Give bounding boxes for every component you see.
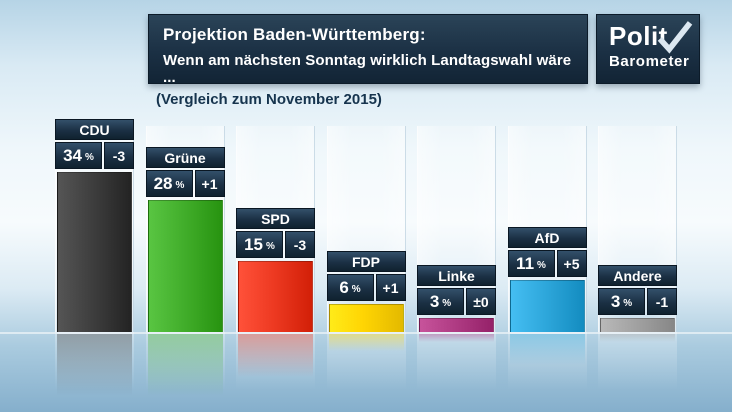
value-row: 3% -1 — [598, 288, 677, 315]
glass-column — [326, 126, 406, 332]
bar-label-stack: FDP 6% +1 — [326, 251, 406, 301]
bar-label-stack: CDU 34% -3 — [55, 119, 134, 169]
bar-reflection — [147, 334, 223, 396]
glass-column-reflection — [598, 332, 677, 390]
bar-reflection — [419, 334, 494, 342]
glass-column-reflection — [55, 332, 134, 390]
bar-group-grne: Grüne 28% +1 — [145, 120, 225, 396]
bar-reflection — [57, 334, 132, 396]
value-label: 6% — [326, 274, 374, 301]
value-label: 3% — [598, 288, 645, 315]
change-label: -3 — [104, 142, 134, 169]
party-name-label: CDU — [55, 119, 134, 140]
party-name-label: SPD — [236, 208, 315, 229]
value-label: 15% — [236, 231, 283, 258]
bar-reflection — [238, 334, 313, 377]
bar-group-cdu: CDU 34% -3 — [55, 119, 134, 396]
change-label: +1 — [194, 170, 225, 197]
bar-group-linke: Linke 3% ±0 — [417, 120, 496, 390]
bar-group-andere: Andere 3% -1 — [598, 120, 677, 390]
bar-reflection — [600, 334, 675, 342]
party-name-label: Andere — [598, 265, 677, 286]
value-row: 6% +1 — [326, 274, 406, 301]
glass-column-reflection — [326, 332, 406, 390]
politbarometer-logo: Polit Barometer — [596, 14, 700, 84]
bar — [238, 261, 313, 332]
bar-label-stack: SPD 15% -3 — [236, 208, 315, 258]
bar — [328, 304, 404, 332]
value-row: 28% +1 — [145, 170, 225, 197]
change-label: ±0 — [466, 288, 496, 315]
party-name-label: FDP — [326, 251, 406, 272]
value-row: 11% +5 — [507, 250, 587, 277]
bar-group-spd: SPD 15% -3 — [236, 120, 315, 390]
bar-label-stack: Andere 3% -1 — [598, 265, 677, 315]
bar-group-fdp: FDP 6% +1 — [326, 120, 406, 390]
value-row: 15% -3 — [236, 231, 315, 258]
glass-column-reflection — [417, 332, 496, 390]
header-title-line1: Projektion Baden-Württemberg: — [163, 25, 426, 44]
comparison-subtitle: (Vergleich zum November 2015) — [156, 91, 382, 108]
value-label: 3% — [417, 288, 464, 315]
party-name-label: Linke — [417, 265, 496, 286]
bar — [147, 200, 223, 332]
value-row: 3% ±0 — [417, 288, 496, 315]
bar-reflection — [509, 334, 585, 365]
value-label: 11% — [507, 250, 555, 277]
bar-group-afd: AfD 11% +5 — [507, 120, 587, 390]
logo-text-polit: Polit — [609, 21, 668, 51]
logo-text-barometer: Barometer — [609, 53, 690, 70]
header-title-line2: Wenn am nächsten Sonntag wirklich Landta… — [163, 52, 572, 86]
bar-label-stack: Linke 3% ±0 — [417, 265, 496, 315]
glass-column-reflection — [507, 332, 587, 390]
value-row: 34% -3 — [55, 142, 134, 169]
change-label: +1 — [375, 274, 406, 301]
bar-label-stack: Grüne 28% +1 — [145, 147, 225, 197]
party-name-label: AfD — [507, 227, 587, 248]
glass-column-reflection — [236, 332, 315, 390]
glass-column-reflection — [145, 332, 225, 390]
change-label: -1 — [647, 288, 677, 315]
bar-reflection — [328, 334, 404, 351]
value-label: 28% — [145, 170, 193, 197]
change-label: -3 — [285, 231, 315, 258]
value-label: 34% — [55, 142, 102, 169]
bar — [509, 280, 585, 332]
bar-chart: CDU 34% -3 Grüne 28% +1 SPD 15% -3 FDP 6% +1 Linke 3%… — [0, 119, 732, 396]
checkmark-icon — [657, 21, 693, 54]
bar — [600, 318, 675, 332]
change-label: +5 — [556, 250, 587, 277]
bar — [57, 172, 132, 332]
header-title-box: Projektion Baden-Württemberg: Wenn am nä… — [148, 14, 588, 86]
bar-label-stack: AfD 11% +5 — [507, 227, 587, 277]
bar — [419, 318, 494, 332]
party-name-label: Grüne — [145, 147, 225, 168]
